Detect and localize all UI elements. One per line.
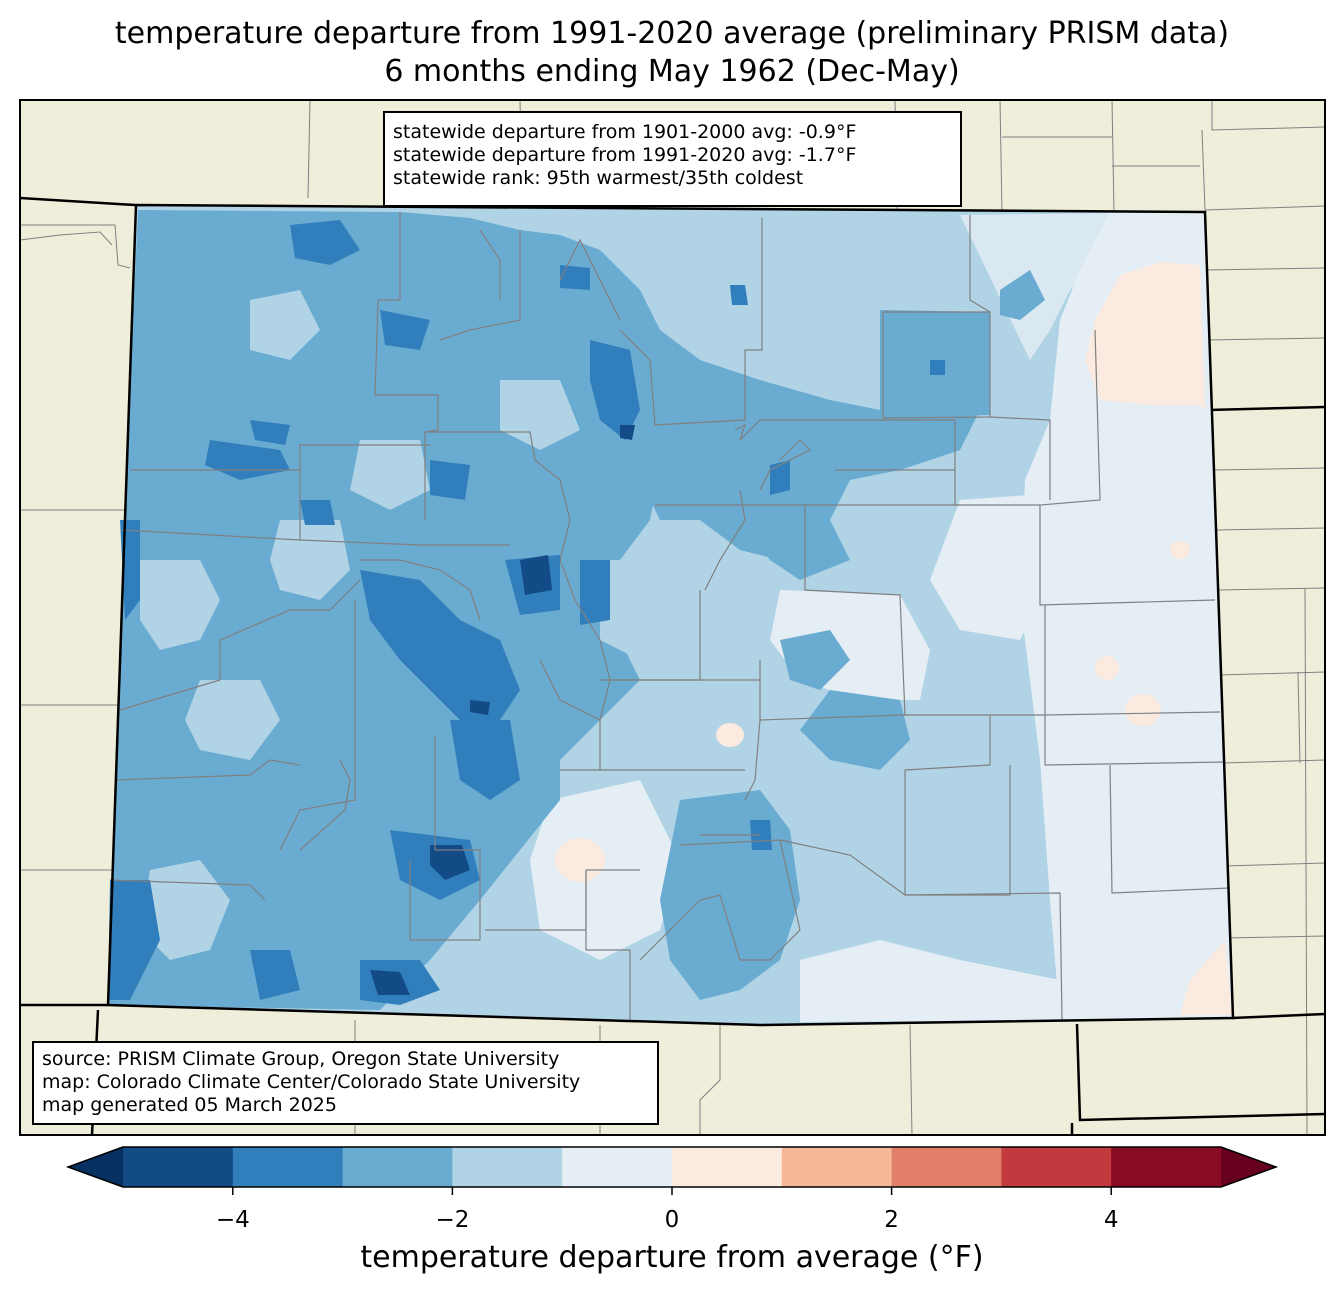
generated-date-line: map generated 05 March 2025: [42, 1094, 337, 1116]
colorado-temperature-field: [108, 205, 1233, 1025]
statewide-stats-box: statewide departure from 1901-2000 avg: …: [383, 111, 962, 207]
colorado-county-lines: [109, 212, 1231, 1021]
map-frame: [19, 99, 1326, 1136]
state-borders: [19, 196, 1326, 1136]
stats-rank: statewide rank: 95th warmest/35th coldes…: [393, 167, 804, 189]
colorado-border: [106, 203, 1235, 1027]
map-credit-line: map: Colorado Climate Center/Colorado St…: [42, 1071, 581, 1093]
map-title-line2: 6 months ending May 1962 (Dec-May): [384, 54, 960, 89]
stats-departure-1901-2000: statewide departure from 1901-2000 avg: …: [393, 121, 857, 143]
source-credit-box: source: PRISM Climate Group, Oregon Stat…: [32, 1041, 659, 1125]
source-line: source: PRISM Climate Group, Oregon Stat…: [42, 1048, 560, 1070]
map-title-line1: temperature departure from 1991-2020 ave…: [114, 16, 1230, 51]
colorbar-label: temperature departure from average (°F): [360, 1240, 984, 1275]
stats-departure-1991-2020: statewide departure from 1991-2020 avg: …: [393, 144, 857, 166]
